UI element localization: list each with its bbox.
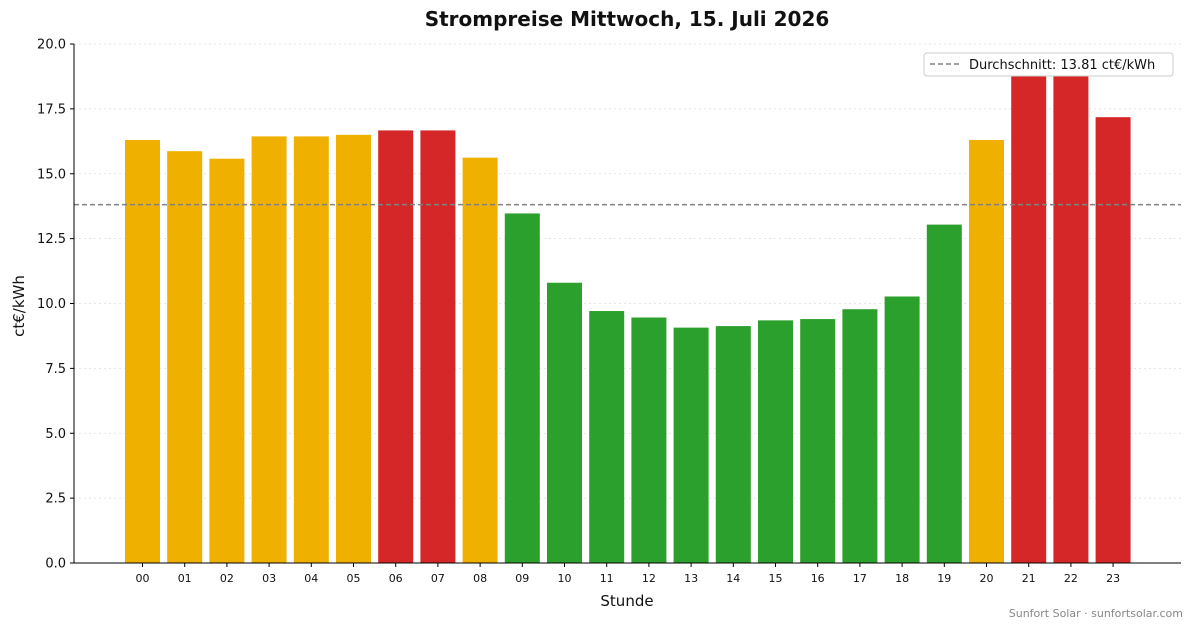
bar-15 bbox=[758, 320, 793, 563]
y-tick-label: 20.0 bbox=[37, 38, 66, 53]
bars bbox=[125, 67, 1131, 564]
x-tick-label: 16 bbox=[811, 572, 825, 585]
x-tick-label: 01 bbox=[178, 572, 192, 585]
y-tick-label: 7.5 bbox=[45, 362, 66, 377]
x-tick-label: 19 bbox=[937, 572, 951, 585]
chart-title: Strompreise Mittwoch, 15. Juli 2026 bbox=[425, 7, 830, 31]
bar-20 bbox=[969, 140, 1004, 563]
x-tick-label: 03 bbox=[262, 572, 276, 585]
bar-21 bbox=[1011, 67, 1047, 563]
x-tick-label: 11 bbox=[600, 572, 614, 585]
bar-14 bbox=[715, 326, 751, 563]
x-tick-label: 14 bbox=[726, 572, 740, 585]
x-tick-label: 15 bbox=[769, 572, 783, 585]
bar-12 bbox=[631, 317, 667, 563]
y-tick-label: 2.5 bbox=[45, 492, 66, 507]
y-tick-label: 5.0 bbox=[45, 427, 66, 442]
bar-13 bbox=[673, 327, 709, 563]
legend-label: Durchschnitt: 13.81 ct€/kWh bbox=[969, 58, 1155, 73]
x-tick-label: 22 bbox=[1064, 572, 1078, 585]
x-tick-label: 09 bbox=[515, 572, 529, 585]
bar-08 bbox=[462, 157, 498, 563]
bar-01 bbox=[167, 151, 203, 563]
bar-10 bbox=[547, 282, 582, 563]
y-tick-label: 15.0 bbox=[37, 167, 66, 182]
bar-04 bbox=[293, 136, 329, 563]
x-tick-label: 21 bbox=[1022, 572, 1036, 585]
bar-23 bbox=[1095, 117, 1131, 563]
bar-03 bbox=[251, 136, 287, 563]
x-tick-label: 07 bbox=[431, 572, 445, 585]
legend-box bbox=[923, 52, 1174, 77]
bar-18 bbox=[884, 296, 920, 563]
bar-07 bbox=[420, 130, 456, 563]
bar-00 bbox=[125, 140, 160, 563]
bar-09 bbox=[504, 213, 540, 564]
credit-text: Sunfort Solar · sunfortsolar.com bbox=[1009, 607, 1183, 620]
legend: Durchschnitt: 13.81 ct€/kWh bbox=[923, 52, 1174, 77]
x-tick-label: 00 bbox=[136, 572, 150, 585]
bar-02 bbox=[209, 158, 245, 563]
x-tick-label: 17 bbox=[853, 572, 867, 585]
y-tick-label: 10.0 bbox=[37, 297, 66, 312]
x-tick-label: 13 bbox=[684, 572, 698, 585]
bar-19 bbox=[926, 224, 962, 563]
y-tick-label: 0.0 bbox=[45, 557, 66, 572]
x-tick-label: 10 bbox=[558, 572, 572, 585]
bar-22 bbox=[1053, 75, 1089, 563]
x-tick-label: 02 bbox=[220, 572, 234, 585]
bar-17 bbox=[842, 309, 878, 563]
y-ticks: 0.0 2.5 5.0 7.5 10.0 12.5 15.0 17.5 20.0 bbox=[37, 38, 74, 572]
x-tick-label: 20 bbox=[980, 572, 994, 585]
x-tick-label: 05 bbox=[347, 572, 361, 585]
bar-05 bbox=[336, 134, 371, 563]
x-tick-label: 08 bbox=[473, 572, 487, 585]
x-tick-label: 12 bbox=[642, 572, 656, 585]
y-tick-label: 17.5 bbox=[37, 102, 66, 117]
x-tick-label: 06 bbox=[389, 572, 403, 585]
bar-16 bbox=[800, 319, 836, 563]
x-axis-label: Stunde bbox=[600, 592, 653, 610]
x-ticks: 00 01 02 03 04 05 06 07 08 09 10 11 12 13 14 15 16 17 18 19… bbox=[136, 563, 1120, 585]
x-tick-label: 04 bbox=[304, 572, 318, 585]
bar-11 bbox=[589, 311, 625, 563]
x-tick-label: 18 bbox=[895, 572, 909, 585]
bar-06 bbox=[378, 130, 414, 563]
y-axis-label: ct€/kWh bbox=[10, 275, 28, 337]
x-tick-label: 23 bbox=[1106, 572, 1120, 585]
y-tick-label: 12.5 bbox=[37, 232, 66, 247]
